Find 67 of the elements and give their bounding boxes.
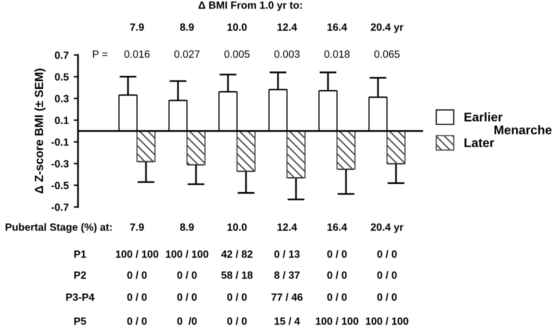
y-tick-label: 0.1 xyxy=(54,116,69,124)
text: 77 / 46 xyxy=(272,293,303,301)
annotation: 0.065 xyxy=(374,50,400,58)
text: 0 / 0 xyxy=(327,293,347,301)
text: 42 / 82 xyxy=(221,250,253,258)
text: 0 / 0 xyxy=(127,317,147,325)
text: 8 / 37 xyxy=(274,271,300,279)
text: Pubertal Stage (%) at: xyxy=(6,223,112,233)
text: 0 /0 xyxy=(177,317,197,325)
text: P1 xyxy=(74,250,86,258)
y-tick-label: -0.3 xyxy=(51,160,69,168)
y-tick-label: 0.5 xyxy=(54,73,69,81)
y-tick-label: 0.7 xyxy=(54,52,69,59)
annotation: 0.016 xyxy=(124,50,150,58)
text: P3-P4 xyxy=(66,293,94,301)
x-tick-label: 12.4 xyxy=(278,223,298,231)
text: 15 / 4 xyxy=(274,317,300,325)
legend-title: Menarche xyxy=(494,125,552,134)
text: P2 xyxy=(74,271,86,279)
chart-title: Δ BMI From 1.0 yr to: xyxy=(198,1,302,11)
text: 100 / 100 xyxy=(366,317,408,325)
legend-label: Later xyxy=(464,138,494,148)
text: 58 / 18 xyxy=(221,271,253,279)
text: 100 / 100 xyxy=(116,250,158,258)
bar xyxy=(286,130,306,178)
text: 0 / 0 xyxy=(377,250,397,258)
annotation: 0.018 xyxy=(324,50,350,58)
text: P5 xyxy=(74,318,86,325)
annotation: P = xyxy=(92,50,108,58)
annotation: 0.005 xyxy=(224,50,250,58)
bar xyxy=(136,130,156,162)
x-tick-label: 8.9 xyxy=(180,223,194,231)
category-label: 20.4 yr xyxy=(370,23,404,33)
x-tick-label: 10.0 xyxy=(228,223,247,231)
text: 100 / 100 xyxy=(166,250,208,258)
category-label: 10.0 xyxy=(228,23,247,31)
text: 0 / 0 xyxy=(177,271,197,279)
y-axis-title: Δ Z-score BMI (± SEM) xyxy=(34,68,46,194)
text: 0 / 0 xyxy=(127,293,147,301)
category-label: 7.9 xyxy=(130,23,144,31)
text: 0 / 0 xyxy=(327,271,347,279)
category-label: 12.4 xyxy=(278,23,298,31)
text: 0 / 0 xyxy=(327,250,347,258)
y-tick-label: -0.5 xyxy=(51,182,69,190)
bar xyxy=(386,130,406,164)
x-tick-label: 20.4 yr xyxy=(370,223,404,233)
bar xyxy=(186,130,206,166)
text: 100 / 100 xyxy=(316,317,358,325)
x-tick-label: 7.9 xyxy=(130,223,144,231)
text: 0 / 0 xyxy=(377,271,397,279)
bar xyxy=(236,130,256,172)
text: 0 / 0 xyxy=(227,317,247,325)
text: 0 / 0 xyxy=(177,293,197,301)
text: 0 / 13 xyxy=(274,250,300,258)
annotation: 0.003 xyxy=(274,50,300,58)
category-label: 8.9 xyxy=(180,23,194,31)
x-tick-label: 16.4 xyxy=(328,223,348,231)
text: 0 / 0 xyxy=(127,271,147,279)
y-tick-label: 0.3 xyxy=(54,94,69,102)
legend-label: Earlier xyxy=(464,112,502,122)
category-label: 16.4 xyxy=(328,23,348,31)
y-tick-label: -0.7 xyxy=(51,204,69,211)
y-tick-label: -0.1 xyxy=(51,138,69,146)
annotation: 0.027 xyxy=(174,50,200,58)
text: 0 / 0 xyxy=(227,293,247,301)
bar xyxy=(336,130,356,170)
text: 0 / 0 xyxy=(377,293,397,301)
